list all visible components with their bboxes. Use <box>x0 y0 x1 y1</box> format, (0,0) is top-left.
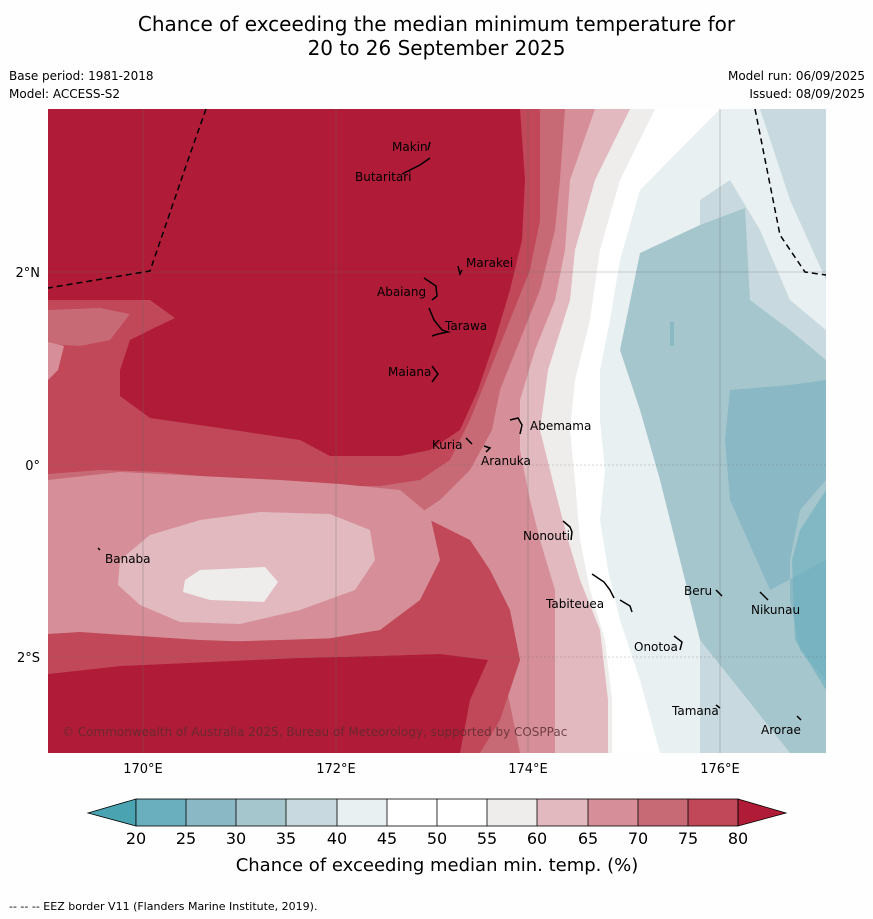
colorbar-tick: 55 <box>477 829 497 848</box>
place-label-nikunau: Nikunau <box>751 603 800 617</box>
colorbar-arrow-high <box>737 798 788 827</box>
place-label-beru: Beru <box>684 584 712 598</box>
place-label-arorae: Arorae <box>761 723 801 737</box>
model-run: Model run: 06/09/2025 <box>727 69 865 83</box>
colorbar-tick: 40 <box>327 829 347 848</box>
lon-label-170e: 170°E <box>123 762 163 777</box>
place-label-tarawa: Tarawa <box>444 319 487 333</box>
island-outlines <box>97 141 802 721</box>
colorbar-band-35-40 <box>286 799 337 826</box>
place-label-abaiang: Abaiang <box>377 285 426 299</box>
band-70-west <box>48 342 64 380</box>
colorbar-band-75-80 <box>688 799 738 826</box>
place-label-maiana: Maiana <box>388 365 431 379</box>
colorbar-tick: 60 <box>527 829 547 848</box>
colorbar-tick: 65 <box>578 829 598 848</box>
eez-footnote: -- -- -- EEZ border V11 (Flanders Marine… <box>9 900 318 913</box>
place-label-aranuka: Aranuka <box>481 454 531 468</box>
place-label-nonouti: Nonouti <box>523 529 570 543</box>
place-label-kuria: Kuria <box>432 438 463 452</box>
place-label-makin: Makin <box>392 140 428 154</box>
title-line-1: Chance of exceeding the median minimum t… <box>137 12 736 36</box>
place-label-onotoa: Onotoa <box>634 640 678 654</box>
band-55-60-core <box>183 567 278 602</box>
colorbar-band-25-30 <box>186 799 236 826</box>
colorbar-tick: 45 <box>377 829 397 848</box>
colorbar-band-70-75 <box>638 799 688 826</box>
colorbar-band-45-50 <box>387 799 437 826</box>
base-period: Base period: 1981-2018 <box>9 69 154 83</box>
place-label-tamana: Tamana <box>671 704 719 718</box>
colorbar-band-55-60 <box>487 799 537 826</box>
colorbar-tick: 50 <box>427 829 447 848</box>
colorbar-tick: 35 <box>276 829 296 848</box>
place-label-marakei: Marakei <box>466 256 513 270</box>
issued-date: Issued: 08/09/2025 <box>749 87 865 101</box>
colorbar-tick: 30 <box>226 829 246 848</box>
eez-border <box>47 108 827 289</box>
place-label-abemama: Abemama <box>530 419 591 433</box>
lon-label-174e: 174°E <box>508 762 548 777</box>
colorbar-tick: 25 <box>176 829 196 848</box>
colorbar-band-20-25 <box>136 799 186 826</box>
band-20-25 <box>792 490 826 690</box>
place-labels: Makin Butaritari Marakei Abaiang Tarawa … <box>105 140 801 737</box>
band-80-north <box>48 109 525 456</box>
band-75-south <box>48 636 490 674</box>
colorbar-tick: 80 <box>728 829 748 848</box>
colorbar-tick: 75 <box>678 829 698 848</box>
copyright-notice: © Commonwealth of Australia 2025, Bureau… <box>62 725 567 739</box>
lon-label-172e: 172°E <box>316 762 356 777</box>
contour-fill <box>48 109 826 753</box>
lat-label-2s: 2°S <box>17 651 40 666</box>
colorbar-label: Chance of exceeding median min. temp. (%… <box>236 855 639 876</box>
place-label-tabiteuea: Tabiteuea <box>545 597 604 611</box>
title-line-2: 20 to 26 September 2025 <box>307 36 566 60</box>
colorbar-arrow-low <box>86 798 137 827</box>
model-name: Model: ACCESS-S2 <box>9 87 121 101</box>
colorbar-band-30-35 <box>236 799 286 826</box>
axis-labels: 2°N 0° 2°S 170°E 172°E 174°E 176°E <box>16 266 740 777</box>
band-30-blob <box>670 322 674 346</box>
place-label-butaritari: Butaritari <box>355 170 412 184</box>
colorbar-tick: 20 <box>126 829 146 848</box>
lon-label-176e: 176°E <box>700 762 740 777</box>
colorbar-ticks: 20 25 30 35 40 45 50 55 60 65 70 75 80 <box>126 829 748 848</box>
colorbar-band-40-45 <box>337 799 387 826</box>
place-label-banaba: Banaba <box>105 552 151 566</box>
band-80-south <box>48 654 488 753</box>
colorbar-band-50-55 <box>437 799 487 826</box>
lat-label-0: 0° <box>25 459 40 474</box>
colorbar-band-60-65 <box>537 799 588 826</box>
colorbar-band-65-70 <box>588 799 638 826</box>
lat-label-2n: 2°N <box>16 266 41 281</box>
colorbar: 20 25 30 35 40 45 50 55 60 65 70 75 80 C… <box>86 798 788 876</box>
band-75-80-west <box>48 308 130 346</box>
colorbar-tick: 70 <box>628 829 648 848</box>
chart-title: Chance of exceeding the median minimum t… <box>0 12 873 60</box>
gridlines <box>48 109 826 753</box>
